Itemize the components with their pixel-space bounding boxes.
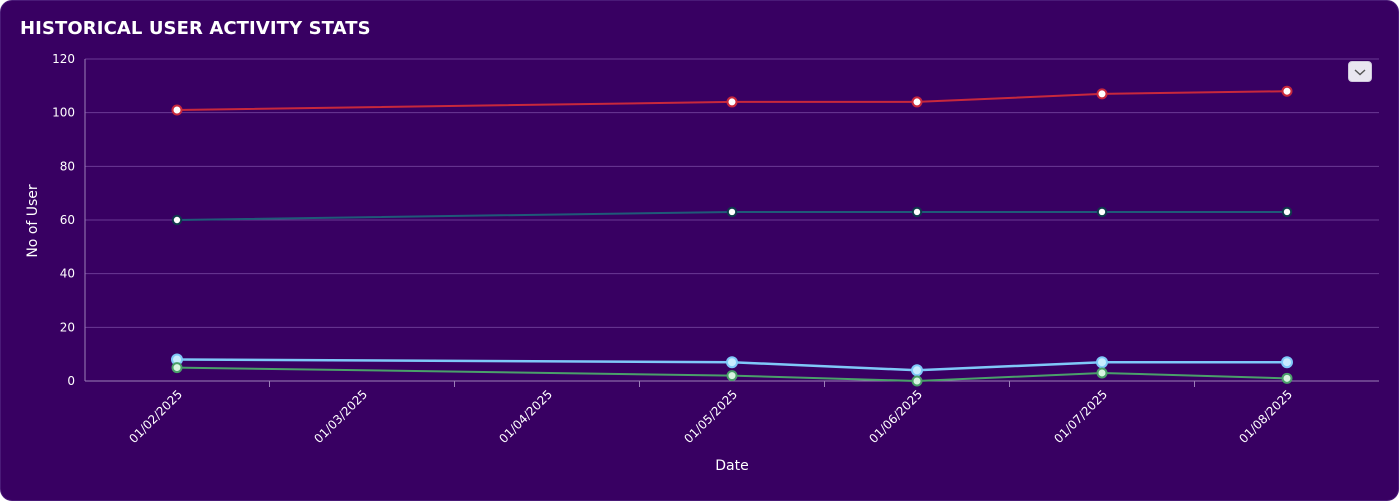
data-point[interactable] <box>726 356 738 369</box>
x-tick-label: 01/05/2025 <box>681 387 740 446</box>
data-point[interactable] <box>171 214 183 226</box>
data-point[interactable] <box>911 96 923 108</box>
x-tick-label: 01/07/2025 <box>1051 387 1110 446</box>
data-point[interactable] <box>911 375 923 387</box>
grid-lines <box>85 58 1379 328</box>
y-tick-label: 20 <box>60 320 75 334</box>
data-point[interactable] <box>1096 367 1108 379</box>
chart-menu-button[interactable] <box>1348 61 1372 82</box>
data-point[interactable] <box>726 96 738 108</box>
y-axis-title: No of User <box>25 184 41 258</box>
data-point[interactable] <box>726 370 738 382</box>
data-point[interactable] <box>1281 85 1293 97</box>
data-point[interactable] <box>1096 356 1108 369</box>
chart-title: HISTORICAL USER ACTIVITY STATS <box>20 18 371 39</box>
y-tick-label: 80 <box>60 159 75 173</box>
chevron-down-icon <box>1354 68 1366 75</box>
data-point[interactable] <box>171 362 183 374</box>
data-point[interactable] <box>1281 356 1293 369</box>
x-tick-label: 01/02/2025 <box>126 387 185 446</box>
x-tick-label: 01/03/2025 <box>311 387 370 446</box>
x-tick-label: 01/06/2025 <box>866 387 925 446</box>
x-axis: 01/02/2025 01/03/2025 01/04/2025 01/05/2025… <box>84 59 1379 446</box>
data-point[interactable] <box>1096 88 1108 100</box>
y-tick-label: 100 <box>52 106 75 120</box>
series-points <box>171 85 1293 387</box>
y-tick-label: 120 <box>52 52 75 66</box>
series-lines <box>176 90 1288 383</box>
y-tick-label: 60 <box>60 213 75 227</box>
y-tick-label: 40 <box>60 267 75 281</box>
data-point[interactable] <box>1281 206 1293 218</box>
x-tick-label: 01/04/2025 <box>496 387 555 446</box>
y-axis-ticks: 0 20 40 60 80 100 120 <box>52 52 75 388</box>
data-point[interactable] <box>911 206 923 218</box>
x-axis-title: Date <box>715 458 748 474</box>
x-tick-label: 01/08/2025 <box>1236 387 1295 446</box>
data-point[interactable] <box>171 104 183 116</box>
data-point[interactable] <box>1096 206 1108 218</box>
data-point[interactable] <box>726 206 738 218</box>
data-point[interactable] <box>1281 372 1293 384</box>
y-tick-label: 0 <box>67 374 75 388</box>
data-point[interactable] <box>911 364 923 377</box>
